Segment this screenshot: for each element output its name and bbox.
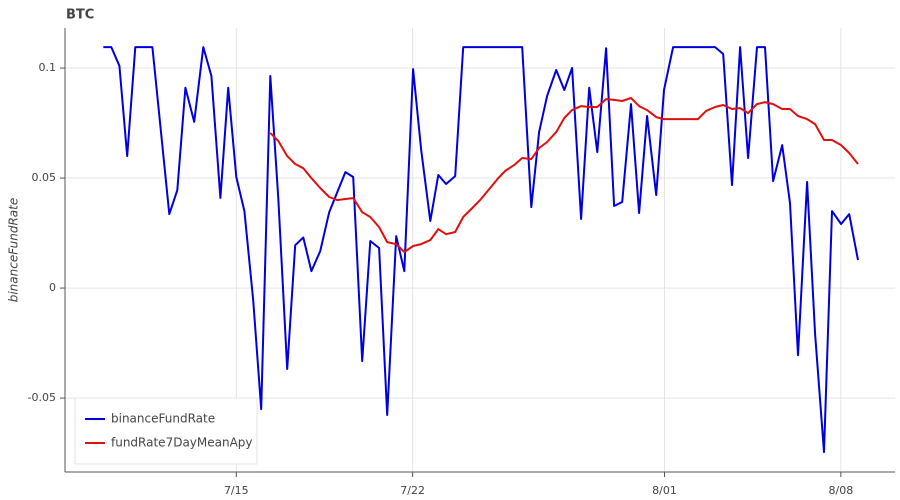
y-tick-label: 0 (49, 281, 56, 294)
x-tick-label: 8/01 (652, 484, 677, 497)
y-tick-label: 0.05 (32, 171, 57, 184)
series-line (103, 46, 859, 453)
y-tick-label: -0.05 (28, 391, 56, 404)
chart-title: BTC (66, 8, 94, 23)
series-line (269, 97, 859, 253)
legend-label: binanceFundRate (111, 412, 215, 426)
legend-label: fundRate7DayMeanApy (111, 436, 253, 450)
x-tick-label: 7/15 (224, 484, 249, 497)
x-tick-label: 8/08 (828, 484, 853, 497)
y-axis-label: binanceFundRate (7, 198, 21, 303)
x-tick-label: 7/22 (400, 484, 425, 497)
y-tick-label: 0.1 (39, 61, 57, 74)
legend-box (74, 397, 258, 465)
